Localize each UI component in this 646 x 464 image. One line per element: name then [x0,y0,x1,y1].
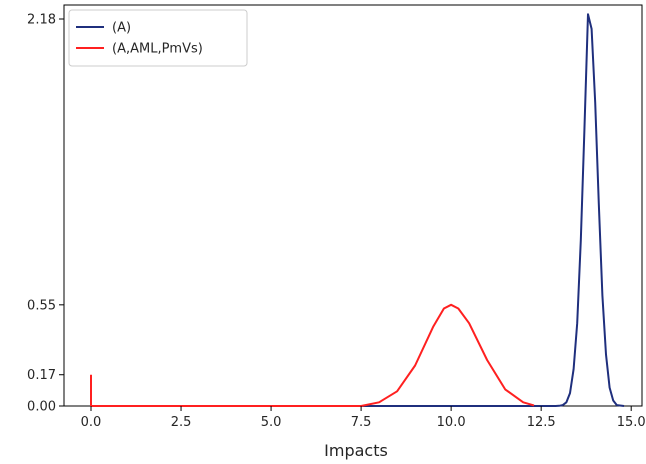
series-layer [90,13,625,407]
series-line-2 [90,303,535,407]
y-tick-label: 0.00 [27,400,56,415]
series-line-1 [91,13,625,407]
x-tick-label: 5.0 [261,415,282,430]
legend: (A) (A,AML,PmVs) [68,9,248,67]
x-tick-label: 15.0 [617,415,646,430]
x-axis: 0.0 2.5 5.0 7.5 10.0 12.5 15.0 [81,406,646,430]
x-axis-label: Impacts [324,441,388,460]
x-tick-label: 7.5 [351,415,372,430]
y-tick-label: 2.18 [27,13,56,28]
legend-label: (A) [112,21,131,36]
y-tick-label: 0.55 [27,298,56,313]
y-axis: 0.00 0.17 0.55 2.18 [27,13,64,415]
x-tick-label: 2.5 [171,415,192,430]
x-tick-label: 12.5 [527,415,556,430]
legend-box [68,9,248,67]
y-tick-label: 0.17 [27,368,56,383]
legend-label: (A,AML,PmVs) [112,42,203,57]
x-tick-label: 10.0 [437,415,466,430]
plot-area [63,4,643,407]
x-tick-label: 0.0 [81,415,102,430]
